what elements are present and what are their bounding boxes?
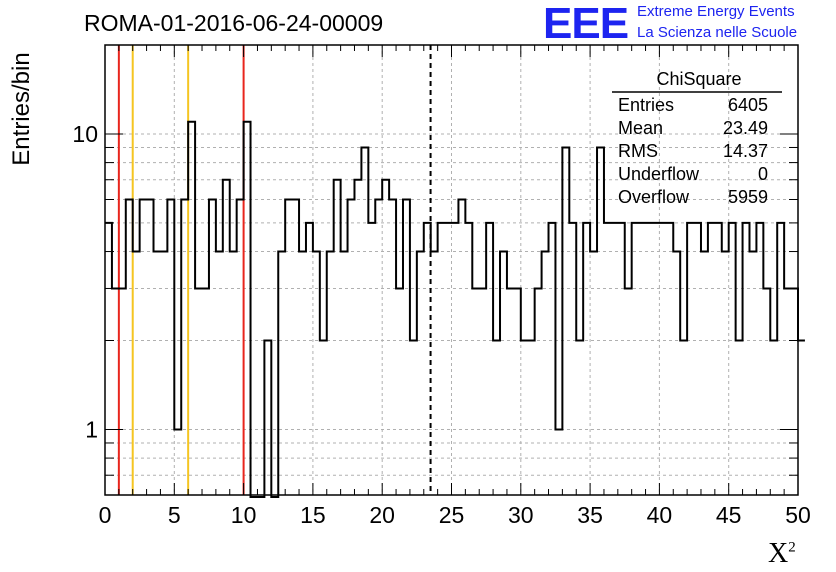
eee-logo: EEE [543, 0, 629, 48]
stats-row-label: Mean [618, 118, 663, 138]
stats-row-value: 0 [758, 164, 768, 184]
stats-row-label: Entries [618, 95, 674, 115]
x-tick-label: 50 [785, 502, 811, 528]
x-tick-label: 20 [369, 502, 395, 528]
stats-row-label: Overflow [618, 187, 690, 207]
histogram-line [105, 120, 805, 498]
x-tick-label: 30 [508, 502, 534, 528]
logo-subtitle-2: La Scienza nelle Scuole [637, 24, 798, 41]
stats-row-value: 14.37 [723, 141, 768, 161]
x-tick-label: 0 [99, 502, 112, 528]
y-axis-label: Entries/bin [8, 52, 35, 166]
stats-row-label: RMS [618, 141, 658, 161]
y-tick-label: 1 [85, 416, 98, 442]
logo-subtitle-1: Extreme Energy Events [637, 3, 795, 20]
stats-row-label: Underflow [618, 164, 700, 184]
x-tick-label: 5 [168, 502, 181, 528]
stats-box-title: ChiSquare [656, 69, 741, 89]
x-tick-label: 35 [577, 502, 603, 528]
x-tick-label: 10 [231, 502, 257, 528]
stats-row-value: 5959 [728, 187, 768, 207]
stats-row-value: 23.49 [723, 118, 768, 138]
y-tick-label: 10 [72, 121, 98, 147]
x-axis-label-superscript: 2 [788, 539, 796, 556]
x-axis-label-symbol: X [768, 538, 789, 569]
x-axis-label: X2 [768, 538, 796, 570]
stats-row-value: 6405 [728, 95, 768, 115]
x-tick-label: 40 [647, 502, 673, 528]
x-tick-label: 25 [439, 502, 465, 528]
x-tick-label: 15 [300, 502, 326, 528]
x-tick-label: 45 [716, 502, 742, 528]
chart-title: ROMA-01-2016-06-24-00009 [84, 10, 384, 36]
